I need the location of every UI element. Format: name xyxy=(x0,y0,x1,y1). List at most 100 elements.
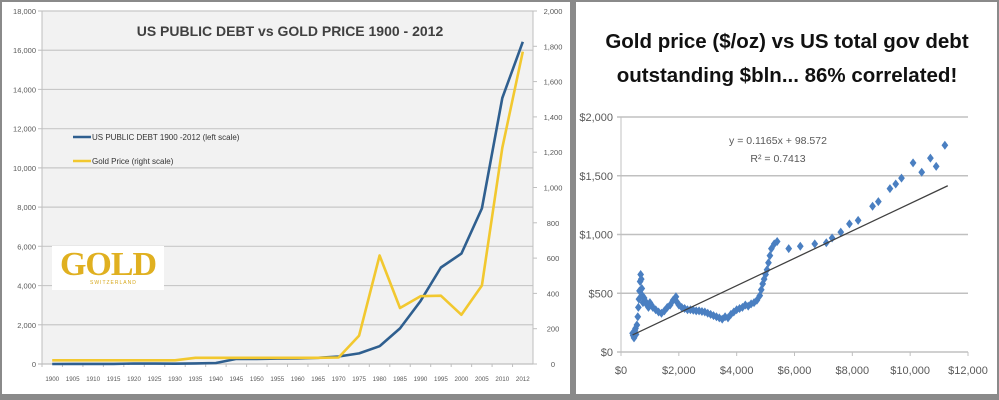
debt-gold-line-chart: 0 2,000 4,000 6,000 8,000 10,000 12,000 14,000 1… xyxy=(13,7,563,383)
legend-label: Gold Price (right scale) xyxy=(92,157,174,166)
scatter-point xyxy=(630,333,638,343)
gold-debt-scatter-chart: Gold price ($/oz) vs US total gov debt ou… xyxy=(579,30,988,377)
y-left-tick-label: 0 xyxy=(32,360,36,369)
chart-title: US PUBLIC DEBT vs GOLD PRICE 1900 - 2012 xyxy=(137,23,444,39)
y-right-tick-label: 400 xyxy=(547,289,560,298)
x-tick-label: 1915 xyxy=(107,376,121,383)
scatter-point xyxy=(730,307,738,317)
y-left-tick-label: 14,000 xyxy=(13,85,36,94)
scatter-point xyxy=(736,304,743,314)
y-right-tick-label: 600 xyxy=(547,254,560,263)
x-tick-label: 1980 xyxy=(373,376,387,383)
gold-switzerland-logo: GOLD SWITZERLAND xyxy=(52,246,164,290)
x-tick-label: $6,000 xyxy=(778,365,812,377)
y-tick-label: $500 xyxy=(589,288,613,300)
scatter-point xyxy=(886,184,894,194)
x-tick-label: 1910 xyxy=(86,376,100,383)
x-tick-label: 1950 xyxy=(250,376,264,383)
scatter-point xyxy=(757,285,765,295)
y-left-tick-label: 6,000 xyxy=(17,242,36,251)
x-tick-label: 1995 xyxy=(434,376,448,383)
x-tick-label: 1990 xyxy=(414,376,428,383)
x-tick-label: 2005 xyxy=(475,376,489,383)
y-right-tick-label: 200 xyxy=(547,325,560,334)
scatter-point xyxy=(765,258,772,268)
trendline xyxy=(632,185,949,336)
scatter-point xyxy=(633,320,641,330)
scatter-point xyxy=(785,244,793,254)
scatter-point xyxy=(766,251,774,261)
scatter-point xyxy=(649,302,657,312)
scatter-point xyxy=(846,219,853,229)
y-right-tick-label: 800 xyxy=(547,219,560,228)
scatter-point xyxy=(739,302,746,312)
left-chart-panel: 0 2,000 4,000 6,000 8,000 10,000 12,000 14,000 1… xyxy=(2,2,570,394)
scatter-point xyxy=(874,197,882,207)
x-tick-label: $8,000 xyxy=(836,365,870,377)
x-tick-label: 1930 xyxy=(168,376,182,383)
y-tick-label: $1,000 xyxy=(579,230,613,242)
x-tick-label: 1940 xyxy=(209,376,223,383)
y-right-tick-label: 1,600 xyxy=(544,78,563,87)
chart-title-line: outstanding $bln... 86% correlated! xyxy=(617,64,958,87)
y-right-tick-label: 2,000 xyxy=(544,7,563,16)
x-tick-label: 1965 xyxy=(311,376,325,383)
legend-label: US PUBLIC DEBT 1900 -2012 (left scale) xyxy=(92,133,240,142)
y-left-tick-label: 12,000 xyxy=(13,125,36,134)
x-tick-label: $4,000 xyxy=(720,365,754,377)
y-left-tick-label: 18,000 xyxy=(13,7,36,16)
y-left-tick-label: 2,000 xyxy=(17,321,36,330)
scatter-point xyxy=(638,284,646,294)
x-tick-label: 1955 xyxy=(270,376,284,383)
x-tick-label: $10,000 xyxy=(890,365,930,377)
x-tick-label: $12,000 xyxy=(948,365,988,377)
scatter-point xyxy=(724,313,732,323)
y-right-tick-label: 1,000 xyxy=(544,184,563,193)
scatter-point xyxy=(854,215,862,225)
y-tick-label: $1,500 xyxy=(579,171,613,183)
r-squared-label: R² = 0.7413 xyxy=(750,153,805,165)
scatter-point xyxy=(733,305,741,315)
y-right-tick-label: 1,200 xyxy=(544,148,563,157)
logo-sub-text: SWITZERLAND xyxy=(90,280,137,286)
scatter-point xyxy=(796,241,804,251)
y-left-tick-label: 10,000 xyxy=(13,164,36,173)
regression-equation: y = 0.1165x + 98.572 xyxy=(729,135,827,147)
chart-title-line: Gold price ($/oz) vs US total gov debt xyxy=(605,30,969,53)
logo-main-text: GOLD xyxy=(59,246,157,283)
scatter-point xyxy=(655,307,662,317)
x-tick-label: 1970 xyxy=(332,376,346,383)
x-tick-label: 1935 xyxy=(189,376,203,383)
x-tick-label: 1925 xyxy=(148,376,162,383)
scatter-point xyxy=(837,227,845,237)
scatter-point xyxy=(658,308,665,318)
right-chart-panel: Gold price ($/oz) vs US total gov debt ou… xyxy=(576,2,997,394)
x-tick-label: 1960 xyxy=(291,376,305,383)
scatter-point xyxy=(898,173,905,183)
scatter-point xyxy=(634,302,642,312)
x-tick-label: 1900 xyxy=(45,376,59,383)
x-tick-label: 2010 xyxy=(495,376,509,383)
scatter-point xyxy=(932,161,940,171)
y-right-tick-label: 0 xyxy=(551,360,555,369)
y-tick-label: $2,000 xyxy=(579,112,613,124)
scatter-point xyxy=(637,274,645,284)
x-tick-label: 1905 xyxy=(66,376,80,383)
x-tick-label: $2,000 xyxy=(662,365,696,377)
scatter-point xyxy=(639,298,647,308)
scatter-point xyxy=(918,167,926,177)
y-left-tick-label: 16,000 xyxy=(13,46,36,55)
scatter-point xyxy=(811,239,819,249)
scatter-point xyxy=(869,201,876,211)
scatter-point xyxy=(634,312,642,322)
x-tick-label: 1975 xyxy=(352,376,366,383)
scatter-point xyxy=(927,153,934,163)
x-tick-label: 2000 xyxy=(455,376,469,383)
y-right-tick-label: 1,800 xyxy=(544,42,563,51)
scatter-point xyxy=(892,179,900,189)
scatter-point xyxy=(767,244,775,254)
scatter-point xyxy=(773,237,781,247)
y-tick-label: $0 xyxy=(601,347,613,359)
plot-area xyxy=(42,11,533,364)
series-line-gold-price xyxy=(52,51,525,362)
